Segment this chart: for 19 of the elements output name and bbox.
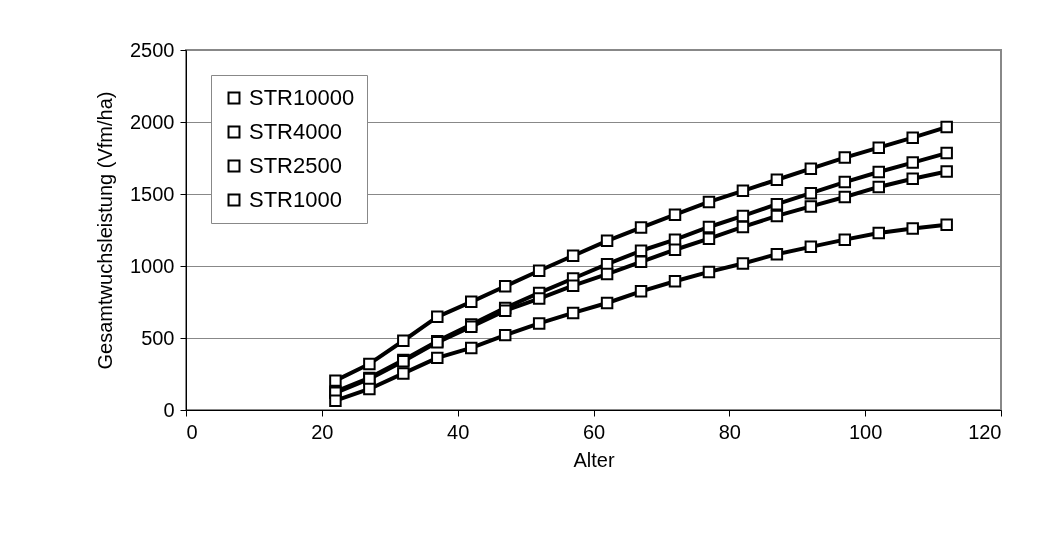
- x-axis-title: Alter: [573, 448, 615, 471]
- legend-label: STR2500: [249, 153, 342, 178]
- legend-label: STR10000: [249, 85, 355, 110]
- x-tick-label: 120: [968, 420, 1002, 443]
- y-tick-label: 1000: [130, 254, 175, 277]
- y-tick-label: 2500: [130, 38, 175, 61]
- x-tick-label: 60: [582, 420, 606, 443]
- x-tick-label: 80: [718, 420, 741, 443]
- x-tick-label: 40: [447, 420, 470, 443]
- x-tick-label: 0: [186, 420, 198, 443]
- y-tick-label: 1500: [130, 182, 175, 205]
- x-tick-label: 20: [311, 420, 334, 443]
- y-tick-label: 500: [141, 326, 175, 349]
- x-tick-label: 100: [848, 420, 883, 443]
- legend-label: STR4000: [249, 119, 342, 144]
- y-tick-label: 2000: [130, 110, 175, 133]
- legend-label: STR1000: [249, 187, 342, 212]
- y-axis-title: Gesamtwuchsleistung (Vfm/ha): [94, 91, 117, 370]
- y-tick-label: 0: [163, 398, 175, 421]
